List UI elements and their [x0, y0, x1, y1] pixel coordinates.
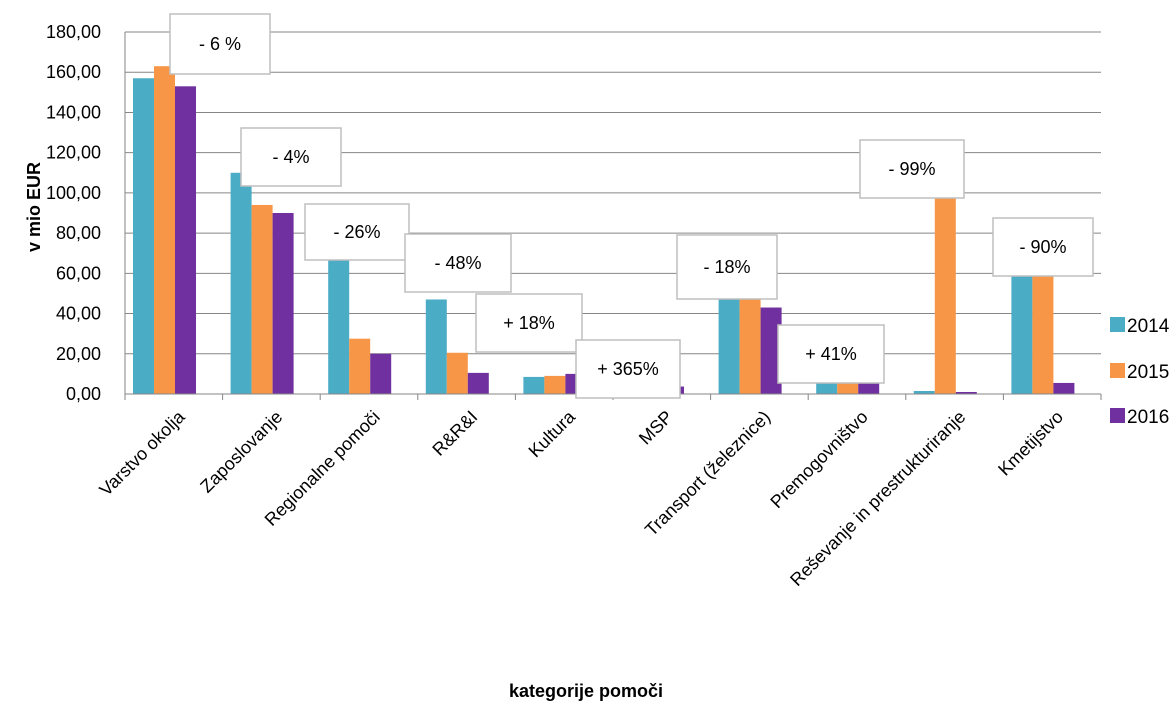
annotation-label: - 26% [333, 222, 380, 242]
annotation-box [575, 339, 681, 399]
bar-2016 [1053, 382, 1075, 394]
change-annotations: - 6 % - 4% - 26% - 48% + 18% + 365% - 18% + 41%… [169, 13, 1094, 399]
legend-item-2016: 2016 [1110, 407, 1169, 428]
y-tick-label: 0,00 [66, 384, 101, 404]
bar-2015 [544, 375, 566, 394]
annotation-label: - 99% [888, 159, 935, 179]
y-tick-label: 140,00 [46, 102, 101, 122]
x-tick-label: Kmetijstvo [994, 407, 1067, 480]
bar-2014 [328, 259, 350, 394]
legend-label: 2014 [1127, 316, 1170, 337]
y-tick-label: 80,00 [56, 223, 101, 243]
bar-2014 [425, 299, 447, 394]
annotation: - 90% [992, 217, 1094, 277]
x-tick-label: R&R&I [428, 407, 481, 460]
annotation-label: + 41% [805, 344, 857, 364]
annotation-box [859, 139, 965, 199]
bar-2014 [133, 78, 154, 394]
x-tick-label: Reševanje in prestrukturiranje [786, 407, 969, 590]
bar-2016 [760, 307, 782, 394]
annotation-label: - 18% [703, 257, 750, 277]
x-tick-label: Zaposlovanje [196, 407, 286, 497]
annotation-box [676, 234, 778, 300]
x-tick-label: Kultura [525, 406, 580, 461]
annotation-box [169, 13, 271, 75]
bar-2015 [934, 186, 956, 394]
legend-label: 2016 [1127, 407, 1169, 428]
bars [133, 66, 1075, 395]
annotation: + 365% [575, 339, 681, 399]
annotation: + 41% [777, 324, 885, 384]
annotation: - 48% [404, 233, 512, 293]
annotation: - 6 % [169, 13, 271, 75]
bar-2015 [739, 288, 761, 394]
annotation: - 26% [304, 203, 410, 261]
annotation-box [992, 217, 1094, 277]
y-tick-labels: 0,00 20,00 40,00 60,00 80,00 100,00 120,00 140,… [46, 22, 101, 404]
bar-2016 [175, 86, 196, 395]
annotation-label: - 4% [272, 147, 309, 167]
legend-label: 2015 [1127, 362, 1169, 383]
annotation: + 18% [475, 293, 583, 353]
annotation-label: - 48% [434, 253, 481, 273]
x-tick-label: Varstvo okolja [95, 406, 189, 500]
legend: 2014 2015 2016 [1110, 316, 1170, 428]
x-tick-label: Premogovništvo [766, 407, 871, 512]
y-tick-label: 160,00 [46, 62, 101, 82]
annotation-label: + 18% [503, 313, 555, 333]
bar-2015 [446, 352, 468, 394]
bar-2014 [523, 376, 545, 394]
bar-2014 [230, 172, 252, 394]
annotation-label: - 6 % [199, 34, 241, 54]
bar-2016 [467, 372, 489, 394]
annotation-box [240, 127, 342, 187]
x-tick-label: MSP [635, 407, 677, 449]
bar-2016 [272, 213, 294, 394]
annotation-box [777, 324, 885, 384]
legend-swatch [1110, 317, 1125, 332]
x-axis-title: kategorije pomoči [509, 681, 663, 701]
y-axis-title: v mio EUR [24, 162, 44, 252]
bar-2014 [913, 390, 935, 394]
legend-swatch [1110, 363, 1125, 378]
y-tick-label: 120,00 [46, 143, 101, 163]
annotation-box [304, 203, 410, 261]
bar-2016 [955, 391, 977, 394]
legend-item-2014: 2014 [1110, 316, 1170, 337]
bar-2015 [1032, 268, 1054, 394]
annotation-box [475, 293, 583, 353]
annotation: - 4% [240, 127, 342, 187]
annotation-box [404, 233, 512, 293]
legend-item-2015: 2015 [1110, 362, 1169, 383]
bar-2014 [718, 289, 740, 394]
annotation: - 18% [676, 234, 778, 300]
y-tick-label: 40,00 [56, 304, 101, 324]
annotation-label: - 90% [1019, 237, 1066, 257]
y-tick-label: 60,00 [56, 263, 101, 283]
bar-2015 [349, 338, 371, 394]
bar-2015 [251, 204, 273, 394]
legend-swatch [1110, 408, 1125, 423]
y-tick-label: 100,00 [46, 183, 101, 203]
bar-2016 [370, 353, 392, 394]
y-tick-label: 20,00 [56, 344, 101, 364]
y-tick-label: 180,00 [46, 22, 101, 42]
annotation: - 99% [859, 139, 965, 199]
bar-2015 [154, 66, 175, 394]
annotation-label: + 365% [597, 359, 659, 379]
